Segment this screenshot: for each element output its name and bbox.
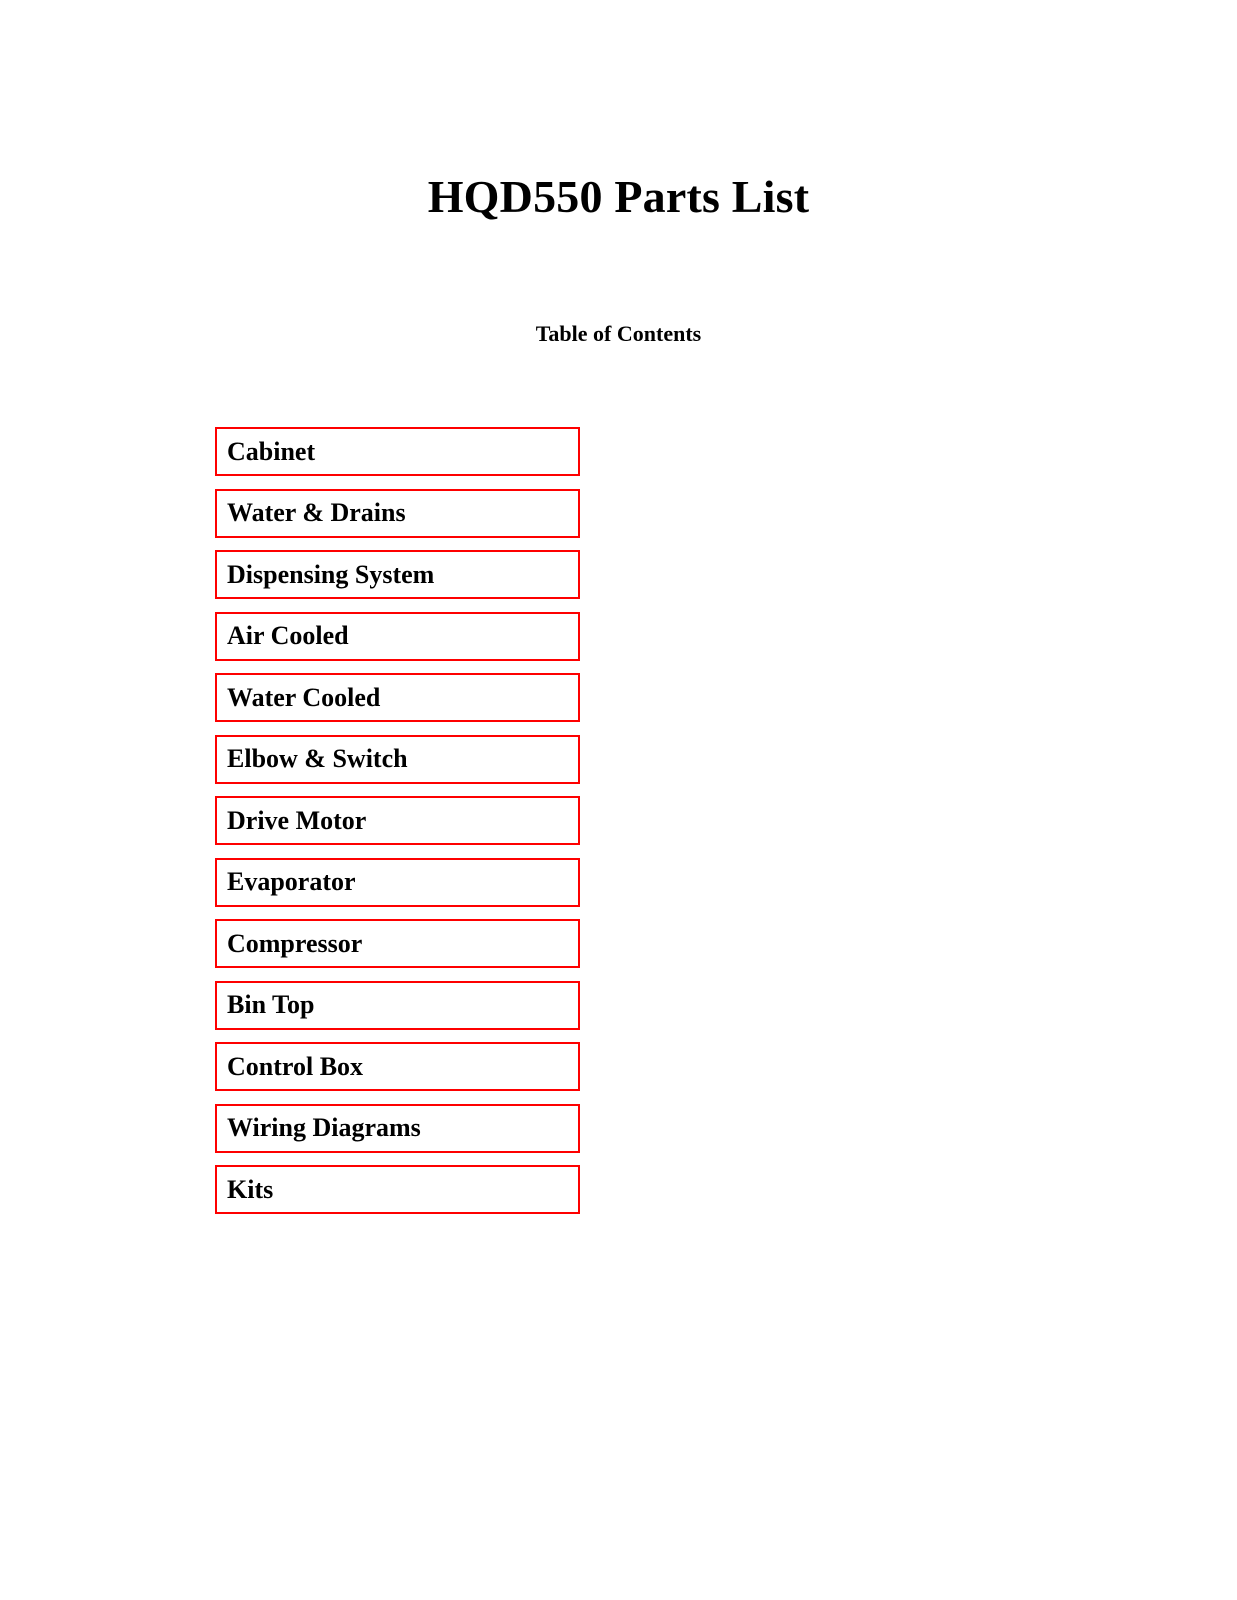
toc-link-drive-motor[interactable]: Drive Motor — [215, 796, 580, 845]
toc-item-label: Cabinet — [227, 437, 315, 467]
toc-item-label: Kits — [227, 1175, 273, 1205]
toc-link-water-cooled[interactable]: Water Cooled — [215, 673, 580, 722]
toc-link-cabinet[interactable]: Cabinet — [215, 427, 580, 476]
toc-link-air-cooled[interactable]: Air Cooled — [215, 612, 580, 661]
toc-item-label: Water Cooled — [227, 683, 380, 713]
toc-item-label: Drive Motor — [227, 806, 366, 836]
toc-link-wiring-diagrams[interactable]: Wiring Diagrams — [215, 1104, 580, 1153]
toc-item-label: Water & Drains — [227, 498, 406, 528]
toc-link-water-drains[interactable]: Water & Drains — [215, 489, 580, 538]
toc-link-evaporator[interactable]: Evaporator — [215, 858, 580, 907]
toc-item-label: Elbow & Switch — [227, 744, 408, 774]
toc-item-label: Dispensing System — [227, 560, 434, 590]
table-of-contents: Cabinet Water & Drains Dispensing System… — [215, 427, 580, 1214]
toc-item-label: Evaporator — [227, 867, 356, 897]
toc-link-kits[interactable]: Kits — [215, 1165, 580, 1214]
toc-link-dispensing-system[interactable]: Dispensing System — [215, 550, 580, 599]
document-page: HQD550 Parts List Table of Contents Cabi… — [0, 0, 1237, 1600]
page-title: HQD550 Parts List — [0, 170, 1237, 223]
page-subtitle: Table of Contents — [0, 321, 1237, 347]
toc-link-control-box[interactable]: Control Box — [215, 1042, 580, 1091]
toc-link-elbow-switch[interactable]: Elbow & Switch — [215, 735, 580, 784]
toc-item-label: Control Box — [227, 1052, 363, 1082]
toc-link-bin-top[interactable]: Bin Top — [215, 981, 580, 1030]
toc-item-label: Bin Top — [227, 990, 314, 1020]
toc-item-label: Compressor — [227, 929, 362, 959]
toc-item-label: Air Cooled — [227, 621, 349, 651]
toc-link-compressor[interactable]: Compressor — [215, 919, 580, 968]
toc-item-label: Wiring Diagrams — [227, 1113, 421, 1143]
